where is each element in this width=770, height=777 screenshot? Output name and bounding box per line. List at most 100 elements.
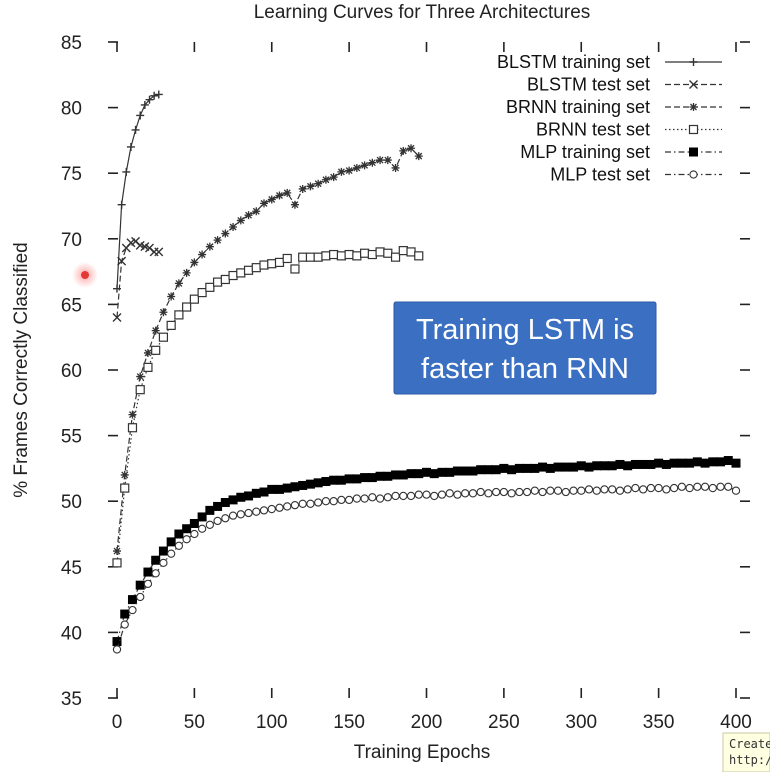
point-s4-77 [708, 457, 718, 467]
point-s3-36 [390, 252, 401, 262]
point-s4-43 [445, 467, 455, 477]
point-s1-0 [112, 313, 122, 323]
point-s2-28 [329, 173, 338, 182]
point-s3-24 [298, 252, 308, 262]
point-s5-69 [646, 483, 656, 493]
point-s2-32 [360, 161, 369, 170]
y-tick-label-4: 55 [61, 427, 82, 448]
annotation-line-1: Training LSTM is [416, 314, 634, 346]
point-s2-15 [229, 222, 238, 231]
point-s3-22 [282, 253, 292, 264]
point-s2-35 [383, 156, 392, 165]
point-s5-80 [731, 486, 741, 495]
point-s5-33 [368, 493, 377, 502]
point-s4-31 [352, 474, 362, 484]
point-s5-9 [182, 535, 191, 544]
point-s4-2 [127, 595, 137, 605]
series-line-2 [116, 147, 420, 552]
point-s3-5 [151, 345, 161, 355]
point-s4-80 [731, 458, 741, 468]
point-s0-8 [150, 91, 159, 100]
point-s5-16 [236, 510, 245, 519]
point-s4-7 [166, 537, 176, 547]
point-s3-19 [259, 260, 269, 270]
point-s3-14 [220, 274, 230, 285]
point-s4-25 [305, 479, 315, 489]
point-s5-4 [143, 579, 153, 589]
point-s3-31 [352, 251, 362, 261]
series-layer [112, 90, 741, 654]
point-s4-45 [460, 466, 470, 476]
point-s2-20 [267, 195, 276, 204]
point-s4-69 [646, 459, 656, 469]
point-s5-42 [437, 490, 447, 499]
point-s5-38 [406, 491, 416, 501]
point-s3-32 [360, 248, 370, 258]
point-s5-55 [538, 487, 547, 497]
x-axis-title: Training Epochs [354, 742, 491, 763]
point-s5-48 [484, 489, 493, 498]
point-s4-16 [236, 492, 246, 502]
point-s5-13 [213, 516, 222, 526]
point-s5-52 [515, 487, 524, 497]
point-s4-47 [476, 465, 486, 475]
point-s5-76 [700, 482, 710, 491]
point-s5-78 [716, 482, 725, 491]
point-s4-30 [344, 474, 354, 484]
point-s4-44 [452, 466, 462, 476]
point-s5-53 [522, 487, 532, 497]
x-tick-label-7: 350 [643, 712, 675, 733]
point-s5-15 [228, 511, 238, 520]
point-s5-23 [290, 500, 300, 510]
point-s4-35 [383, 471, 393, 481]
point-s5-8 [174, 541, 184, 550]
point-s4-18 [251, 488, 261, 498]
point-s5-49 [491, 487, 501, 497]
point-s5-61 [584, 485, 594, 494]
point-s2-22 [283, 188, 292, 197]
point-s5-60 [577, 486, 586, 495]
point-s0-7 [145, 95, 154, 104]
legend-label-3: BRNN test set [536, 120, 650, 140]
tooltip-box [722, 732, 770, 773]
legend-marker-4 [689, 147, 698, 157]
point-s4-34 [375, 471, 385, 481]
point-s3-29 [336, 251, 346, 261]
point-s3-34 [375, 247, 385, 257]
point-s5-5 [151, 569, 160, 578]
point-s4-54 [530, 463, 540, 473]
point-s5-37 [399, 491, 408, 501]
legend-marker-0 [689, 58, 698, 66]
point-s2-37 [399, 146, 408, 155]
point-s3-3 [135, 385, 145, 395]
point-s4-60 [576, 461, 586, 471]
chart-title: Learning Curves for Three Architectures [254, 2, 591, 23]
point-s4-12 [205, 505, 215, 515]
point-s4-70 [654, 458, 664, 468]
point-s3-2 [127, 423, 138, 433]
point-s5-28 [329, 497, 338, 506]
y-tick-label-2: 45 [61, 558, 82, 579]
x-tick-label-4: 200 [411, 712, 443, 733]
point-s2-2 [128, 410, 137, 419]
point-s5-35 [383, 493, 392, 502]
point-s5-56 [546, 486, 555, 495]
point-s2-21 [275, 191, 284, 200]
x-tick-label-3: 150 [333, 712, 365, 733]
point-s4-76 [700, 458, 710, 468]
point-s5-6 [159, 558, 168, 568]
point-s5-10 [190, 529, 199, 539]
point-s4-46 [468, 466, 478, 476]
point-s3-26 [313, 252, 323, 262]
point-s3-12 [205, 282, 215, 292]
point-s0-1 [117, 200, 126, 209]
point-s5-75 [693, 482, 702, 491]
point-s2-36 [391, 163, 400, 172]
point-s5-43 [445, 489, 454, 498]
point-s5-51 [507, 489, 516, 498]
point-s4-27 [321, 477, 331, 487]
point-s5-64 [608, 485, 617, 494]
point-s5-41 [430, 491, 439, 501]
